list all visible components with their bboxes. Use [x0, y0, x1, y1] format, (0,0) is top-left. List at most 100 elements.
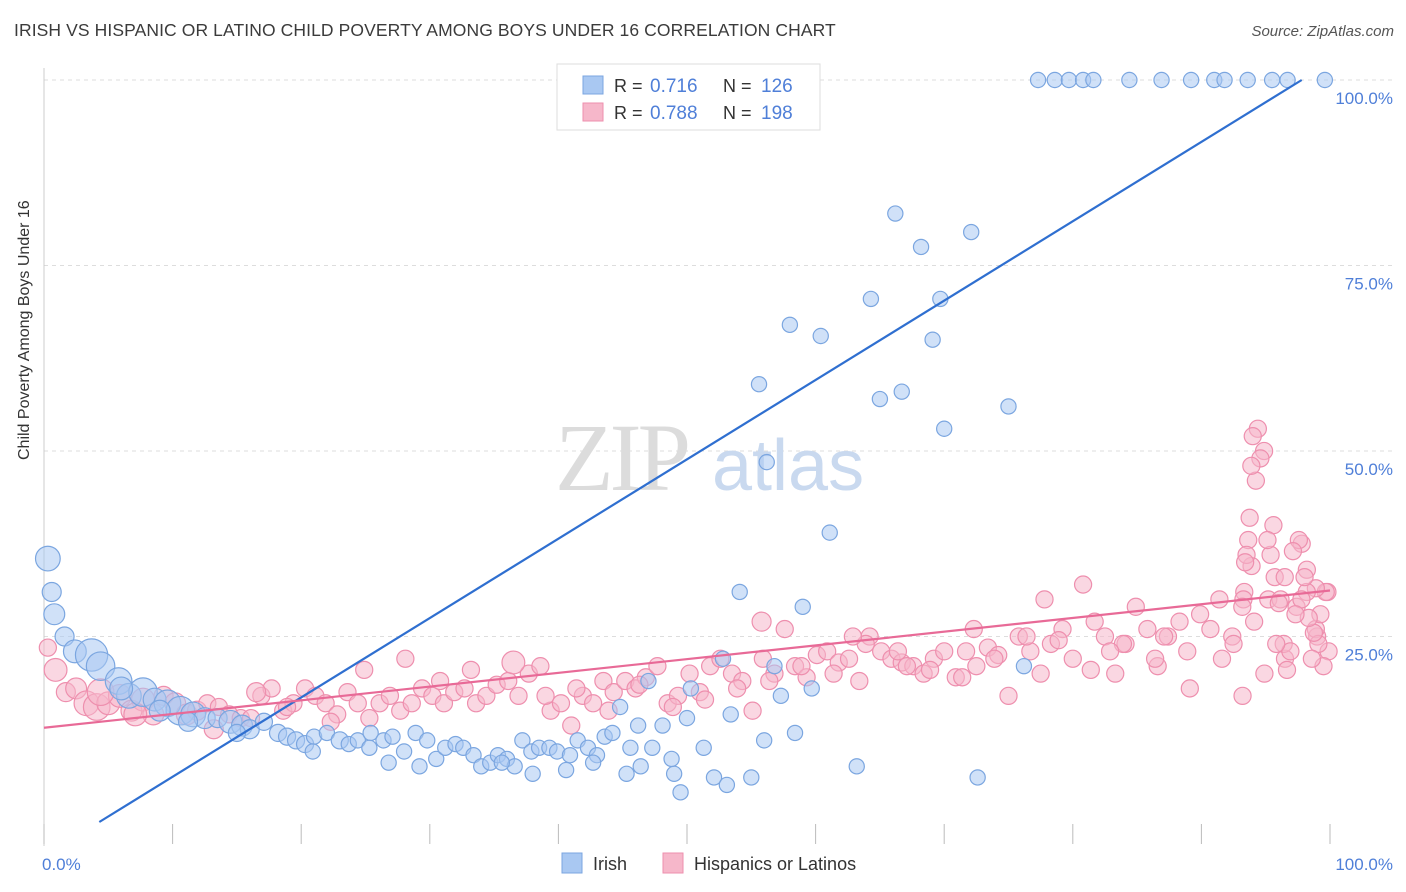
- legend-swatch-1[interactable]: [662, 852, 684, 874]
- hispanic-point-76: [850, 671, 869, 691]
- stats-legend-swatch-0: [582, 75, 604, 95]
- hispanic-point-151: [1145, 649, 1165, 668]
- chart-source: Source: ZipAtlas.com: [1251, 23, 1394, 40]
- watermark-atlas: atlas: [712, 426, 864, 506]
- hispanic-point-148: [1049, 631, 1068, 650]
- irish-point-66: [682, 680, 700, 697]
- hispanic-point-187: [1267, 634, 1286, 654]
- hispanic-point-184: [1275, 567, 1294, 587]
- hispanic-point-181: [1283, 542, 1303, 561]
- hispanic-point-60: [680, 664, 699, 683]
- hispanic-point-49: [562, 716, 581, 735]
- irish-point-100: [1121, 71, 1138, 89]
- irish-point-38: [465, 747, 482, 764]
- stats-n-value-1: 198: [761, 103, 793, 124]
- hispanic-point-43: [499, 671, 518, 691]
- hispanic-point-34: [402, 694, 421, 713]
- hispanic-point-162: [1100, 642, 1120, 661]
- hispanic-point-177: [1295, 567, 1314, 587]
- irish-point-80: [812, 327, 829, 345]
- irish-point-0: [34, 545, 61, 572]
- hispanic-point-51: [583, 694, 603, 713]
- hispanic-point-153: [1210, 590, 1229, 609]
- irish-point-58: [622, 739, 639, 757]
- hispanic-point-113: [1244, 612, 1264, 631]
- hispanic-point-144: [920, 660, 940, 680]
- irish-point-94: [1015, 657, 1033, 675]
- stats-r-label-1: R =: [614, 103, 643, 123]
- irish-point-105: [1239, 71, 1256, 89]
- irish-point-118: [493, 754, 511, 771]
- hispanic-point-189: [1261, 545, 1280, 565]
- x-tick-label-max: 100.0%: [1335, 855, 1393, 874]
- irish-point-91: [963, 223, 980, 241]
- irish-point-34: [428, 750, 445, 768]
- irish-point-72: [743, 769, 760, 786]
- legend-label-0[interactable]: Irish: [593, 854, 627, 874]
- hispanic-point-57: [648, 657, 667, 676]
- hispanic-point-183: [1277, 660, 1297, 680]
- hispanic-point-159: [897, 657, 917, 676]
- hispanic-point-0: [38, 638, 58, 657]
- hispanic-point-196: [1242, 456, 1261, 475]
- hispanic-point-146: [985, 649, 1004, 668]
- hispanic-point-112: [1233, 686, 1252, 706]
- hispanic-point-98: [1085, 612, 1104, 631]
- hispanic-point-127: [355, 660, 374, 680]
- irish-point-82: [848, 758, 865, 775]
- hispanic-point-109: [1201, 619, 1220, 639]
- hispanic-point-103: [1138, 619, 1157, 639]
- hispanic-point-147: [1017, 627, 1036, 646]
- stats-n-label-0: N =: [723, 76, 752, 96]
- stats-n-value-0: 126: [761, 76, 793, 97]
- irish-point-88: [924, 331, 941, 348]
- hispanic-point-106: [1170, 612, 1189, 631]
- hispanic-point-131: [501, 650, 526, 675]
- irish-point-99: [1085, 71, 1102, 89]
- hispanic-point-44: [509, 686, 528, 706]
- irish-point-97: [1060, 71, 1078, 89]
- hispanic-point-93: [1031, 664, 1050, 683]
- irish-point-119: [524, 765, 541, 782]
- hispanic-point-195: [1243, 427, 1262, 446]
- legend-label-1[interactable]: Hispanics or Latinos: [694, 854, 856, 874]
- irish-point-32: [407, 724, 424, 742]
- irish-point-73: [750, 376, 768, 393]
- irish-point-84: [871, 390, 889, 408]
- irish-point-104: [1216, 71, 1233, 89]
- hispanic-point-145: [953, 668, 972, 687]
- irish-point-64: [672, 784, 689, 801]
- irish-trend-line: [98, 79, 1303, 823]
- hispanic-point-124: [246, 682, 267, 703]
- hispanic-point-136: [663, 697, 683, 717]
- hispanic-point-97: [1073, 575, 1093, 594]
- irish-point-95: [1029, 71, 1047, 89]
- irish-point-81: [821, 524, 838, 541]
- irish-point-27: [349, 732, 366, 749]
- hispanic-point-108: [1190, 605, 1210, 624]
- irish-point-61: [644, 739, 661, 757]
- hispanic-point-130: [461, 660, 481, 680]
- hispanic-point-53: [604, 683, 623, 702]
- irish-point-68: [705, 769, 723, 786]
- irish-point-111: [148, 699, 171, 722]
- irish-point-83: [862, 290, 880, 308]
- y-tick-label-25: 25.0%: [1345, 646, 1393, 665]
- stats-legend-swatch-1: [582, 102, 604, 122]
- legend-swatch-0[interactable]: [561, 852, 583, 874]
- irish-point-75: [766, 657, 783, 675]
- hispanic-point-139: [760, 671, 779, 691]
- irish-point-60: [640, 672, 657, 690]
- irish-point-49: [557, 761, 575, 779]
- hispanic-point-86: [956, 642, 976, 661]
- hispanic-point-75: [839, 649, 859, 668]
- irish-point-59: [629, 717, 647, 734]
- hispanic-point-182: [1281, 642, 1300, 661]
- irish-point-93: [1000, 398, 1017, 415]
- hispanic-point-137: [695, 690, 715, 709]
- irish-point-30: [384, 728, 401, 745]
- irish-point-44: [514, 732, 531, 749]
- hispanic-point-46: [531, 657, 550, 676]
- irish-point-78: [794, 598, 811, 616]
